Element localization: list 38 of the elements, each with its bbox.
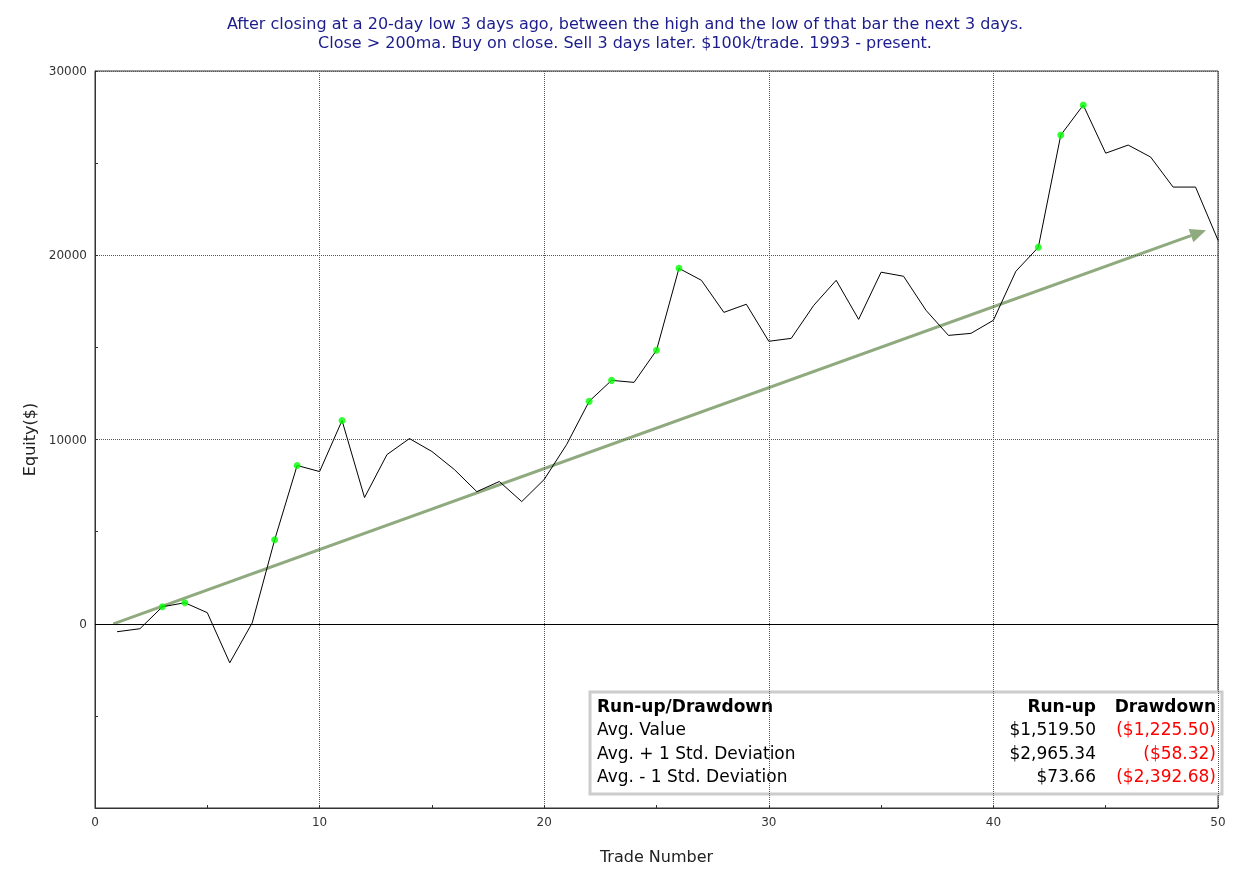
point [1034,243,1042,251]
point [608,376,616,384]
annotation: $73.66 [1036,766,1096,786]
y-axis-title: Equity($) [19,402,39,477]
annotation: ($58.32) [1143,742,1216,763]
point [293,461,301,469]
annotation: Drawdown [1114,695,1216,716]
point [158,603,166,611]
x-tick-label: 10 [311,815,328,829]
x-tick-label: 0 [91,815,99,829]
y-tick-label: 20000 [48,248,87,263]
annotation: $1,519.50 [1009,719,1096,739]
x-tick-label: 30 [761,815,777,829]
annotation: Avg. Value [597,719,686,739]
annotation: Avg. + 1 Std. Deviation [597,742,796,763]
point [653,346,660,354]
y-tick-label: 0 [79,616,87,631]
x-tick-label: 20 [536,815,552,829]
annotation: Run-up [1027,695,1096,716]
point [675,264,683,272]
y-tick-label: 10000 [48,432,87,447]
point [338,417,346,425]
chart-subtitle: Close > 200ma. Buy on close. Sell 3 days later. $100k/trade. 1993 - present. [318,32,932,52]
annotation: Run-up/Drawdown [597,695,774,716]
annotation: Avg. - 1 Std. Deviation [597,766,788,786]
point [1057,131,1065,139]
x-tick-label: 40 [985,815,1002,829]
annotation: $2,965.34 [1009,742,1096,763]
x-tick-label: 50 [1210,815,1226,829]
chart-title: After closing at a 20-day low 3 days ago, between the high and the low of that bar the next 3 days. [226,13,1024,33]
annotation: ($2,392.68) [1116,766,1216,786]
y-tick-label: 30000 [48,64,87,78]
point [181,599,189,607]
point [1079,101,1087,109]
point [271,536,279,544]
annotation: ($1,225.50) [1116,719,1216,739]
x-axis-title: Trade Number [598,846,714,866]
point [585,397,593,405]
